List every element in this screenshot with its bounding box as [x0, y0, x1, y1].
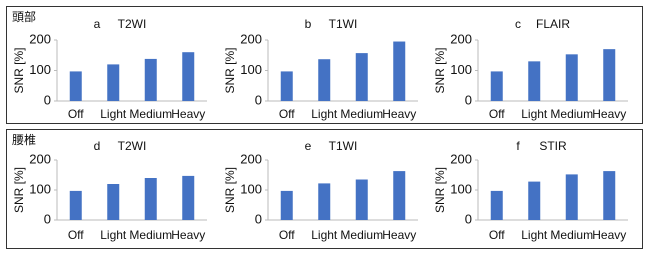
bar	[603, 171, 616, 220]
y-tick-label: 100	[29, 62, 51, 77]
x-tick-label: Light	[100, 228, 127, 242]
chart-title: FLAIR	[536, 17, 570, 31]
x-tick-label: Light	[311, 228, 338, 242]
y-tick-label: 200	[29, 31, 51, 46]
bar	[355, 53, 368, 101]
bar	[69, 190, 82, 220]
x-tick-label: Medium	[129, 107, 172, 121]
bar	[318, 183, 331, 220]
y-axis-label: SNR [%]	[223, 167, 237, 213]
chart-title: T1WI	[329, 139, 358, 153]
bar	[490, 71, 503, 101]
x-tick-label: Off	[68, 107, 84, 121]
bar	[393, 171, 406, 220]
y-tick-label: 100	[240, 181, 262, 196]
x-tick-label: Heavy	[592, 228, 626, 242]
y-tick-label: 0	[255, 92, 262, 107]
y-axis-label: SNR [%]	[433, 47, 447, 93]
x-tick-label: Off	[489, 107, 505, 121]
y-tick-label: 200	[450, 151, 472, 166]
y-tick-label: 0	[465, 211, 472, 226]
bar	[565, 54, 578, 101]
x-tick-label: Medium	[340, 107, 383, 121]
bar	[144, 58, 157, 101]
y-tick-label: 100	[450, 62, 472, 77]
y-axis-label: SNR [%]	[433, 167, 447, 213]
panel-box	[6, 6, 643, 124]
bar	[69, 71, 82, 101]
y-axis-label: SNR [%]	[12, 167, 26, 213]
chart-title: STIR	[539, 139, 567, 153]
bar	[355, 179, 368, 220]
bar	[144, 178, 157, 220]
bar	[280, 71, 293, 101]
y-tick-label: 200	[240, 151, 262, 166]
panel-box	[6, 129, 643, 249]
bar	[107, 184, 120, 220]
x-tick-label: Heavy	[592, 107, 626, 121]
x-tick-label: Light	[521, 228, 548, 242]
y-tick-label: 200	[29, 151, 51, 166]
x-tick-label: Light	[521, 107, 548, 121]
bar	[107, 64, 120, 101]
chart-title: T1WI	[329, 17, 358, 31]
bar	[528, 61, 541, 101]
bar	[565, 174, 578, 220]
x-tick-label: Medium	[129, 228, 172, 242]
bar	[528, 181, 541, 220]
x-tick-label: Off	[68, 228, 84, 242]
y-tick-label: 200	[450, 31, 472, 46]
y-tick-label: 0	[44, 211, 51, 226]
bar	[318, 59, 331, 101]
y-tick-label: 0	[255, 211, 262, 226]
chart-title: T2WI	[118, 17, 147, 31]
y-tick-label: 0	[44, 92, 51, 107]
y-tick-label: 0	[465, 92, 472, 107]
bar	[280, 190, 293, 220]
chart-label: c	[515, 17, 521, 31]
chart-label: f	[516, 139, 520, 153]
x-tick-label: Heavy	[382, 228, 416, 242]
y-tick-label: 100	[450, 181, 472, 196]
x-tick-label: Heavy	[382, 107, 416, 121]
x-tick-label: Off	[279, 107, 295, 121]
x-tick-label: Heavy	[171, 107, 205, 121]
y-tick-label: 100	[29, 181, 51, 196]
x-tick-label: Light	[311, 107, 338, 121]
chart-label: b	[305, 17, 312, 31]
x-tick-label: Off	[279, 228, 295, 242]
panel-label: 頭部	[12, 9, 36, 24]
y-tick-label: 100	[240, 62, 262, 77]
bar	[603, 49, 616, 101]
panel-label: 腰椎	[12, 132, 36, 147]
x-tick-label: Medium	[550, 107, 593, 121]
y-axis-label: SNR [%]	[12, 47, 26, 93]
bar	[393, 41, 406, 101]
bar	[182, 52, 195, 101]
chart-label: e	[305, 139, 312, 153]
chart-label: a	[94, 17, 101, 31]
bar	[182, 175, 195, 220]
x-tick-label: Medium	[550, 228, 593, 242]
x-tick-label: Light	[100, 107, 127, 121]
x-tick-label: Off	[489, 228, 505, 242]
y-tick-label: 200	[240, 31, 262, 46]
x-tick-label: Medium	[340, 228, 383, 242]
chart-title: T2WI	[118, 139, 147, 153]
x-tick-label: Heavy	[171, 228, 205, 242]
bar	[490, 190, 503, 220]
y-axis-label: SNR [%]	[223, 47, 237, 93]
chart-label: d	[94, 139, 101, 153]
